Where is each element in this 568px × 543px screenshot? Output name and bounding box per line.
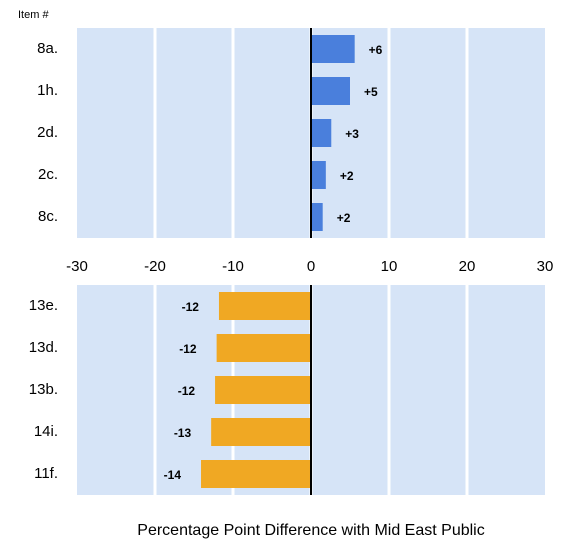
category-label: 8c. xyxy=(38,208,58,225)
data-label: -12 xyxy=(182,300,200,314)
bar xyxy=(216,334,311,362)
category-label: 13b. xyxy=(29,381,58,398)
data-label: +5 xyxy=(364,85,378,99)
bar xyxy=(311,161,326,189)
category-label: 13d. xyxy=(29,339,58,356)
bar xyxy=(201,460,311,488)
x-tick-label: -30 xyxy=(66,258,88,275)
data-label: +6 xyxy=(369,43,383,57)
y-axis-label: Item # xyxy=(18,9,49,21)
x-tick-label: 30 xyxy=(537,258,554,275)
category-label: 2c. xyxy=(38,166,58,183)
x-tick-label: -20 xyxy=(144,258,166,275)
bar xyxy=(311,35,355,63)
category-label: 2d. xyxy=(37,124,58,141)
x-tick-label: 0 xyxy=(307,258,315,275)
data-label: -12 xyxy=(179,342,197,356)
x-tick-label: 10 xyxy=(381,258,398,275)
x-axis-label: Percentage Point Difference with Mid Eas… xyxy=(137,522,484,539)
bar xyxy=(311,119,332,147)
data-label: -12 xyxy=(178,384,196,398)
x-tick-label: -10 xyxy=(222,258,244,275)
category-label: 11f. xyxy=(34,465,58,482)
category-label: 13e. xyxy=(29,297,58,314)
bar xyxy=(215,376,311,404)
bar xyxy=(211,418,311,446)
data-label: +3 xyxy=(345,127,359,141)
bar xyxy=(311,77,350,105)
data-label: -13 xyxy=(174,426,192,440)
category-label: 1h. xyxy=(37,82,58,99)
data-label: +2 xyxy=(340,169,354,183)
x-tick-label: 20 xyxy=(459,258,476,275)
bar xyxy=(311,203,323,231)
category-label: 14i. xyxy=(34,423,58,440)
bar xyxy=(218,292,311,320)
data-label: -14 xyxy=(164,468,182,482)
data-label: +2 xyxy=(337,211,351,225)
category-label: 8a. xyxy=(37,40,58,57)
